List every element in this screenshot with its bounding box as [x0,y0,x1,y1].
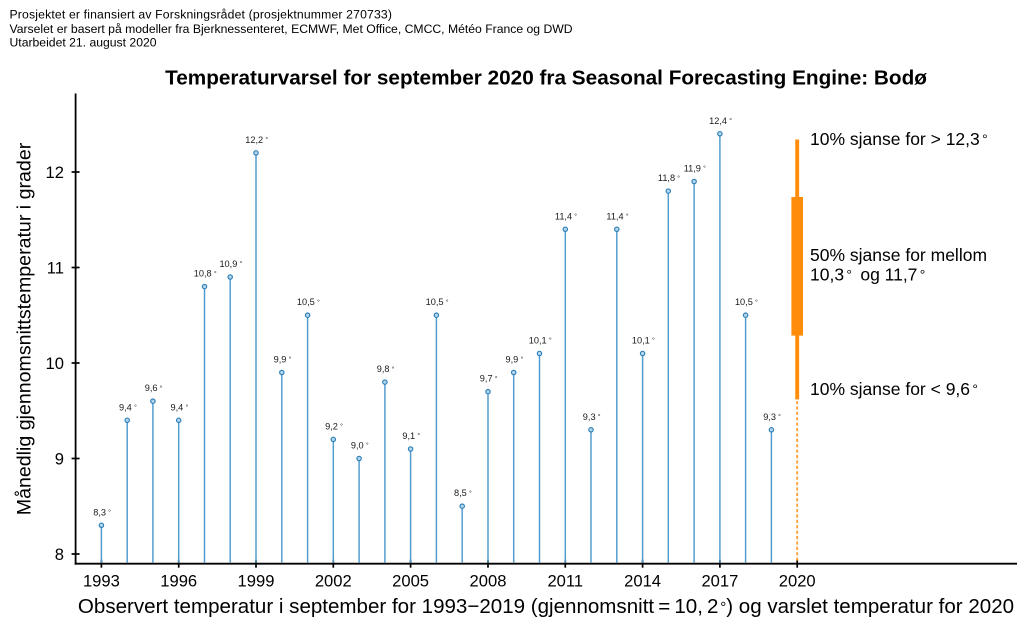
svg-text:11,4°: 11,4 ° [606,211,628,221]
svg-text:9,1°: 9,1 ° [402,431,420,441]
svg-text:2020: 2020 [779,572,816,591]
svg-text:10: 10 [46,354,64,373]
svg-text:Prosjektet er finansiert av Fo: Prosjektet er finansiert av Forskningsrå… [10,8,393,22]
svg-text:9,3°: 9,3 ° [763,412,781,422]
svg-text:10,8°: 10,8 ° [194,269,217,279]
svg-text:Varselet er basert på modeller: Varselet er basert på modeller fra Bjerk… [10,22,573,36]
svg-text:2008: 2008 [470,572,507,591]
svg-text:10,5°: 10,5 ° [426,297,449,307]
svg-text:9,0°: 9,0 ° [351,441,369,451]
svg-text:10% sjanse for > 12,3°: 10% sjanse for > 12,3 ° [810,129,988,149]
svg-text:9: 9 [55,449,64,468]
svg-text:9,8°: 9,8 ° [377,364,395,374]
svg-text:2005: 2005 [392,572,429,591]
svg-text:11,4°: 11,4 ° [555,211,577,221]
svg-text:2017: 2017 [701,572,738,591]
svg-text:Observert temperatur i septemb: Observert temperatur i september for 199… [78,595,1014,618]
svg-text:1996: 1996 [160,572,197,591]
svg-text:10,1°: 10,1 ° [632,336,655,346]
svg-text:2014: 2014 [624,572,661,591]
svg-text:12,2°: 12,2 ° [245,135,268,145]
svg-text:Temperaturvarsel for september: Temperaturvarsel for september 2020 fra … [165,67,927,90]
svg-text:9,4°: 9,4 ° [171,402,189,412]
svg-text:9,9°: 9,9 ° [274,355,292,365]
svg-text:12,4°: 12,4 ° [709,116,732,126]
svg-text:9,4°: 9,4 ° [119,402,137,412]
svg-text:50% sjanse for mellom: 50% sjanse for mellom [810,245,987,265]
svg-text:10,5°: 10,5 ° [735,297,758,307]
svg-text:1993: 1993 [83,572,120,591]
svg-text:Utarbeidet 21. august 2020: Utarbeidet 21. august 2020 [10,36,157,50]
svg-text:8: 8 [55,545,64,564]
svg-text:2002: 2002 [315,572,352,591]
svg-text:11,8°: 11,8 ° [658,173,680,183]
svg-text:Månedlig gjennomsnittstemperat: Månedlig gjennomsnittstemperatur i grade… [14,142,36,515]
svg-text:8,5°: 8,5 ° [454,488,472,498]
svg-text:10,1°: 10,1 ° [529,336,552,346]
svg-text:9,9°: 9,9 ° [506,355,524,365]
svg-text:11,9°: 11,9 ° [684,164,706,174]
svg-text:10% sjanse for < 9,6°: 10% sjanse for < 9,6 ° [810,379,978,399]
svg-text:9,2°: 9,2 ° [325,421,343,431]
svg-text:10,3° og 11,7°: 10,3 ° og 11,7 ° [810,265,925,285]
svg-text:12: 12 [46,163,64,182]
svg-text:9,6°: 9,6 ° [145,383,163,393]
svg-text:10,9°: 10,9 ° [219,259,242,269]
svg-text:9,7°: 9,7 ° [480,374,498,384]
svg-text:11: 11 [47,258,64,277]
svg-text:8,3°: 8,3 ° [93,507,111,517]
svg-text:10,5°: 10,5 ° [297,297,320,307]
svg-text:1999: 1999 [238,572,275,591]
svg-text:2011: 2011 [547,572,583,591]
svg-text:9,3°: 9,3 ° [583,412,601,422]
